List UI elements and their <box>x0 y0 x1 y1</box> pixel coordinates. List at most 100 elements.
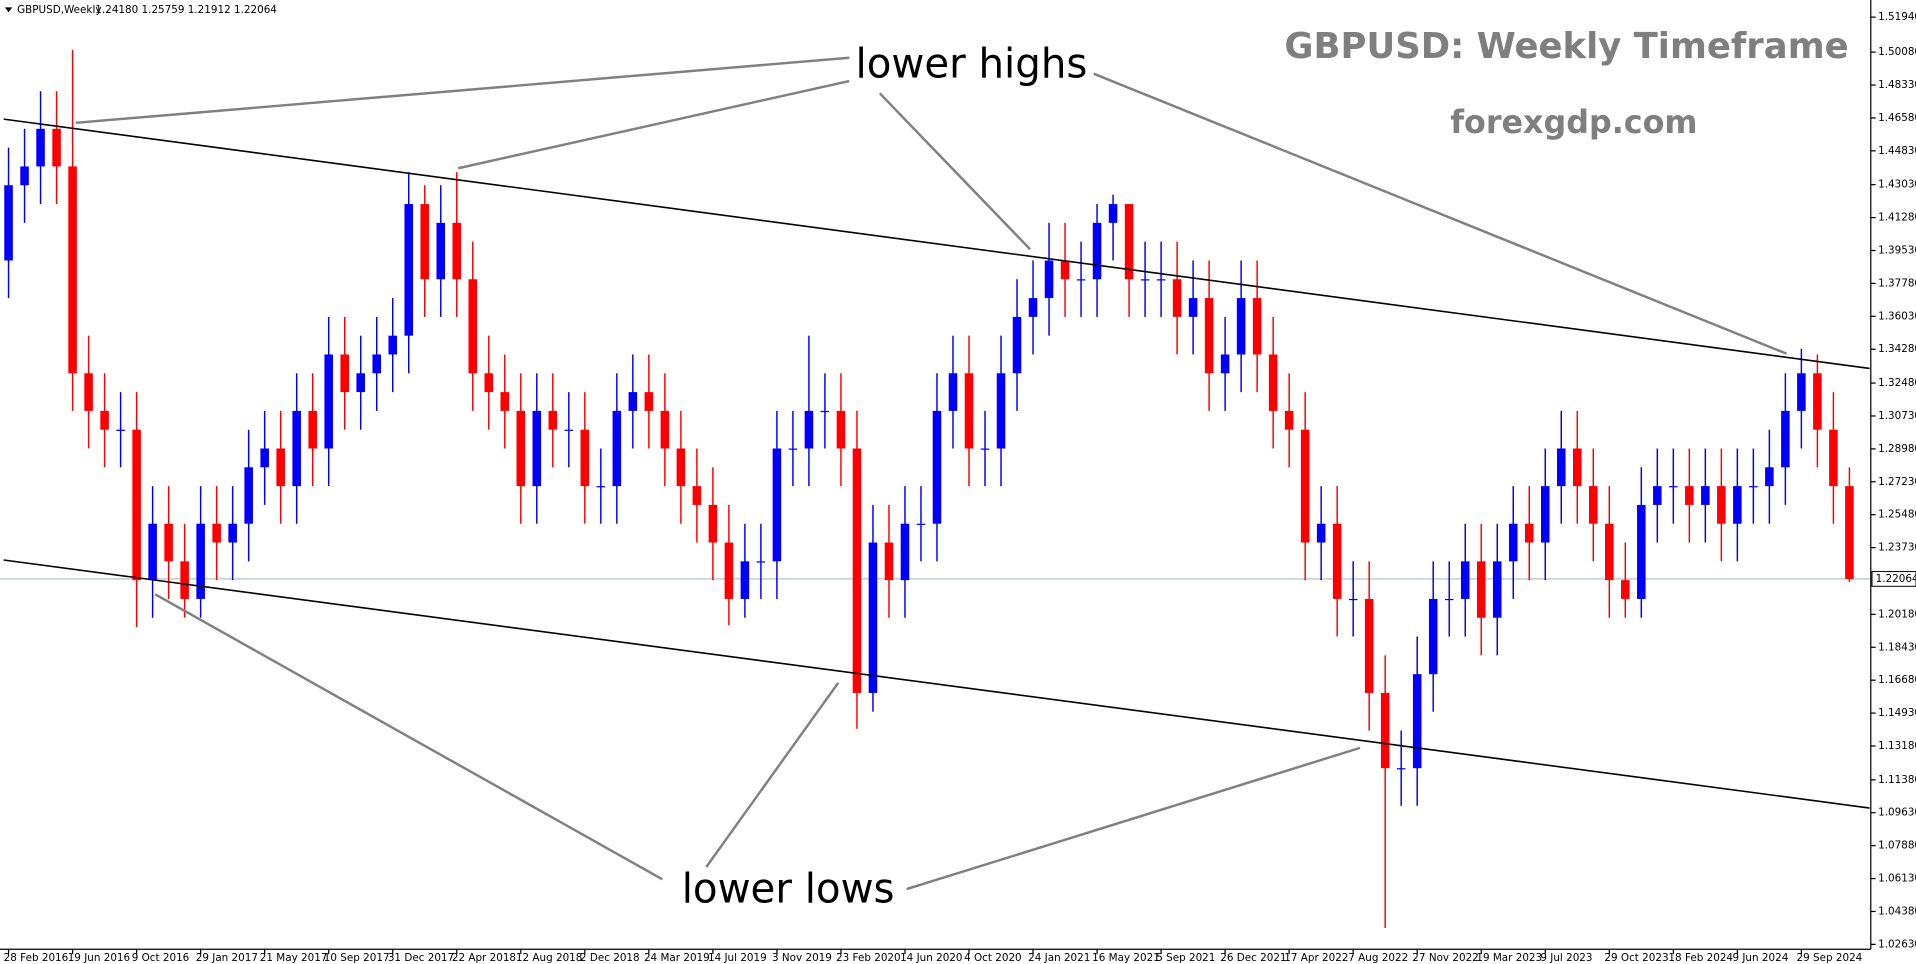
candle-body <box>1396 768 1406 770</box>
candle-body <box>1669 486 1678 488</box>
candle-body <box>1749 486 1758 488</box>
candle-body <box>1685 486 1694 505</box>
y-tick-label: 1.30730 <box>1878 410 1916 422</box>
y-tick-label: 1.46580 <box>1878 112 1916 124</box>
candle-body <box>420 204 430 280</box>
candle-body <box>1621 580 1630 599</box>
candle-body <box>916 523 926 525</box>
x-tick-label: 14 Jun 2020 <box>900 952 962 964</box>
x-tick-label: 29 Oct 2023 <box>1604 952 1668 964</box>
candle-body <box>788 448 798 450</box>
x-tick-label: 22 Apr 2018 <box>452 952 516 964</box>
annotation: lower lows <box>682 864 895 912</box>
candle-body <box>1845 486 1854 579</box>
header-symbol: GBPUSD,Weekly <box>17 4 101 16</box>
x-tick-label: 24 Mar 2019 <box>644 952 710 964</box>
candle-body <box>1524 523 1534 543</box>
candle-body <box>1124 204 1134 280</box>
candle-body <box>1508 523 1518 562</box>
current-price-box <box>1871 571 1916 587</box>
x-tick-label: 2 Dec 2018 <box>580 952 640 964</box>
candle-body <box>740 561 750 599</box>
x-tick-label: 31 Dec 2017 <box>388 952 454 964</box>
candle-body <box>772 448 782 562</box>
candle-body <box>1781 410 1790 468</box>
candle-body <box>1316 523 1326 543</box>
candle-body <box>1268 354 1278 411</box>
candle-body <box>1172 279 1182 317</box>
annotation: lower highs <box>855 39 1087 87</box>
pointer <box>1093 72 1787 355</box>
candle-body <box>644 392 654 411</box>
candle-body <box>1428 598 1438 675</box>
header-prices: 1.24180 1.25759 1.21912 1.22064 <box>95 4 277 16</box>
header-icon <box>4 7 13 13</box>
candle-body <box>116 429 125 431</box>
candle-body <box>468 279 478 374</box>
candle-body <box>404 204 414 336</box>
candle-body <box>484 373 494 393</box>
y-tick-label: 1.50080 <box>1878 46 1916 58</box>
candle-body <box>1797 373 1806 411</box>
x-tick-label: 19 Jun 2016 <box>68 952 130 964</box>
x-tick-label: 4 Oct 2020 <box>964 952 1022 964</box>
candle-body <box>612 410 622 487</box>
candle-body <box>980 448 990 450</box>
candle-body <box>1332 523 1342 599</box>
candle-body <box>132 429 141 581</box>
candle-body <box>820 410 830 413</box>
candle-body <box>1300 429 1310 543</box>
x-tick-label: 18 Feb 2024 <box>1668 952 1733 964</box>
candle-body <box>52 128 61 167</box>
y-tick-label: 1.34280 <box>1878 343 1916 355</box>
candle-body <box>1060 260 1070 280</box>
candle-body <box>372 354 382 374</box>
candle-body <box>548 410 558 430</box>
x-tick-label: 10 Sep 2017 <box>324 952 390 964</box>
x-tick-label: 29 Jan 2017 <box>196 952 258 964</box>
candle-body <box>212 523 221 543</box>
candle-body <box>804 410 814 449</box>
candle-body <box>1829 429 1838 487</box>
candle-body <box>996 373 1006 449</box>
y-tick-label: 1.32480 <box>1878 377 1916 389</box>
candle-body <box>1348 598 1358 601</box>
chart-title: GBPUSD: Weekly Timeframe <box>1284 26 1848 67</box>
y-tick-label: 1.04380 <box>1878 905 1916 917</box>
candle-body <box>1140 279 1150 281</box>
candle-body <box>84 373 93 411</box>
candle-body <box>1076 279 1086 281</box>
candle-body <box>1492 561 1502 618</box>
candle-body <box>292 410 301 487</box>
candle-body <box>1204 298 1214 374</box>
candle-body <box>180 561 189 599</box>
pointer <box>705 682 840 868</box>
candle-body <box>1108 204 1118 223</box>
y-tick-label: 1.37780 <box>1878 277 1916 289</box>
y-tick-label: 1.27230 <box>1878 476 1916 488</box>
x-tick-label: 23 Feb 2020 <box>836 952 901 964</box>
y-tick-label: 1.48330 <box>1878 79 1916 91</box>
candle-body <box>4 185 13 261</box>
candle-body <box>1476 561 1486 618</box>
x-tick-label: 28 Feb 2016 <box>4 952 69 964</box>
candle-body <box>1220 354 1230 374</box>
candle-body <box>580 429 590 487</box>
candle-body <box>900 523 910 581</box>
lower-channel-line <box>3 559 1870 809</box>
y-tick-label: 1.43030 <box>1878 179 1916 191</box>
candle-body <box>452 222 462 280</box>
candle-body <box>1252 298 1262 355</box>
candle-body <box>1236 298 1246 355</box>
candle-body <box>36 128 45 167</box>
candle-body <box>356 373 365 393</box>
candle-body <box>596 486 606 488</box>
pointer <box>457 79 850 170</box>
candle-body <box>196 523 205 599</box>
x-tick-label: 16 May 2021 <box>1092 952 1160 964</box>
candle-body <box>308 410 317 449</box>
candle-body <box>948 373 958 411</box>
y-tick-label: 1.16680 <box>1878 674 1916 686</box>
plot-area <box>0 49 1871 929</box>
x-tick-label: 9 Jul 2023 <box>1540 952 1592 964</box>
